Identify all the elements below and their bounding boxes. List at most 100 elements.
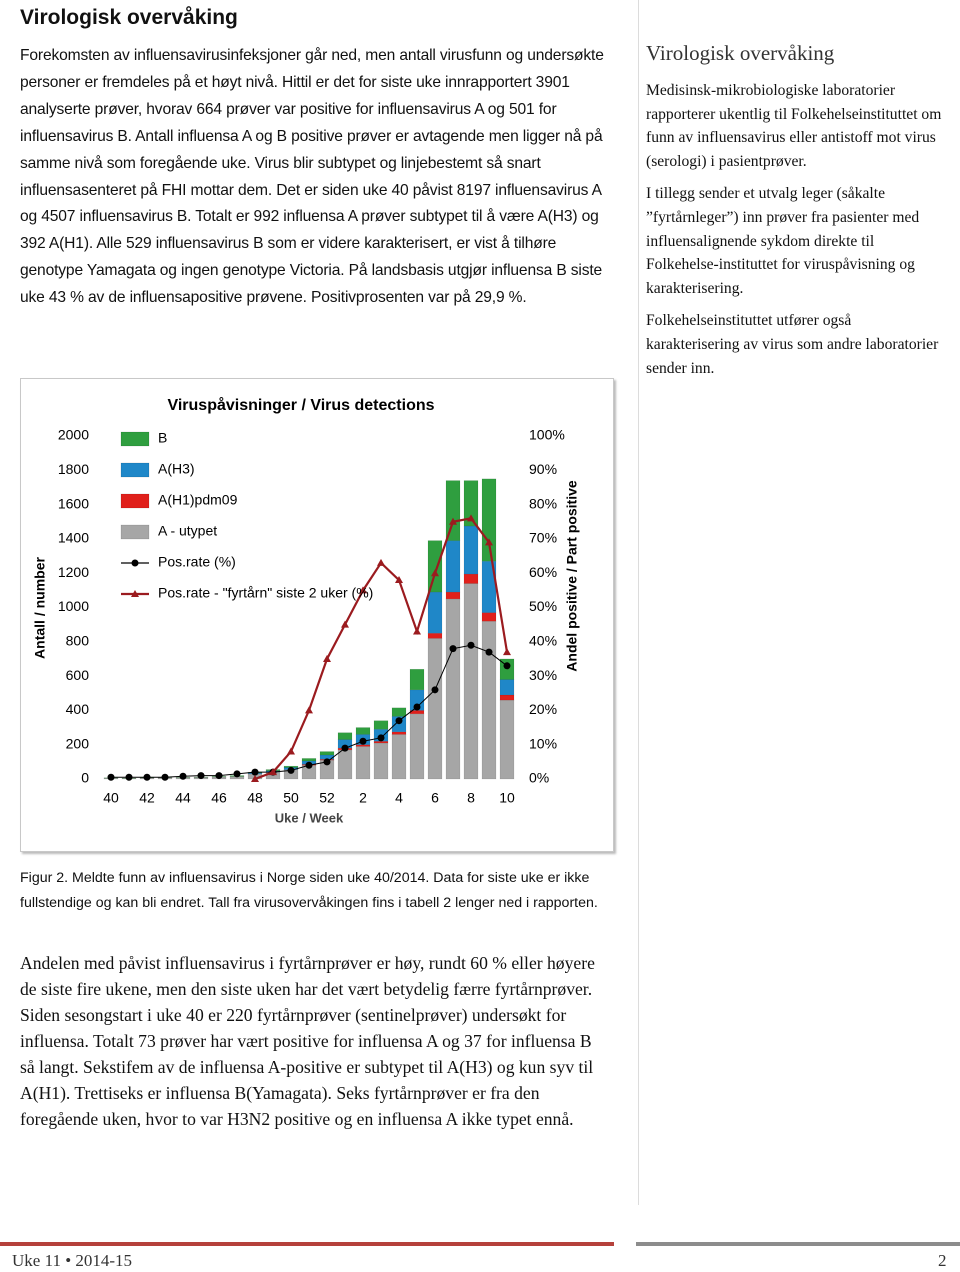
marker — [431, 569, 439, 577]
marker — [503, 648, 511, 656]
paragraph: Forekomsten av influensavirusinfeksjoner… — [20, 47, 604, 307]
bar-segment — [391, 707, 407, 717]
y2-tick-label: 40% — [529, 633, 557, 649]
bar-segment — [499, 694, 515, 701]
x-tick-label: 50 — [283, 790, 299, 806]
bar-segment — [355, 746, 371, 780]
y2-tick-label: 70% — [529, 530, 557, 546]
bar-segment — [499, 699, 515, 780]
bar-segment — [445, 598, 461, 780]
marker — [413, 703, 421, 711]
bar-segment — [445, 540, 461, 593]
marker — [305, 761, 313, 769]
marker — [431, 686, 439, 694]
bar-segment — [355, 744, 371, 747]
bar-segment — [355, 727, 371, 735]
bar-segment — [481, 478, 497, 562]
y-tick-label: 400 — [66, 701, 90, 717]
y-tick-label: 1800 — [58, 461, 89, 477]
marker — [251, 775, 259, 782]
x-tick-label: 40 — [103, 790, 119, 806]
marker — [305, 706, 313, 714]
y2-tick-label: 50% — [529, 598, 557, 614]
marker — [107, 773, 115, 781]
marker — [197, 772, 205, 780]
x-tick-label: 48 — [247, 790, 263, 806]
y2-axis-label: Andel positive / Part positive — [564, 480, 580, 672]
y2-tick-label: 10% — [529, 735, 557, 751]
divider — [638, 0, 639, 1205]
bar-segment — [463, 480, 479, 527]
y2-tick-label: 60% — [529, 564, 557, 580]
bar-segment — [373, 741, 389, 744]
sidebar-title: Virologisk overvåking — [646, 41, 835, 65]
y-tick-label: 600 — [66, 667, 90, 683]
y-tick-label: 0 — [81, 770, 89, 786]
bar-segment — [427, 540, 443, 593]
legend-swatch — [120, 462, 150, 478]
y-axis-label: Antall / number — [32, 557, 48, 659]
y-tick-label: 200 — [66, 735, 90, 751]
legend-label: Pos.rate - "fyrtårn" siste 2 uker (%) — [158, 585, 373, 601]
bar-segment — [463, 583, 479, 780]
sidebar: Medisinsk-mikrobiologiske laboratorier r… — [646, 79, 946, 389]
bar-segment — [373, 720, 389, 730]
bar-segment — [373, 742, 389, 780]
footer-rule — [636, 1242, 960, 1246]
marker — [287, 766, 295, 774]
y2-tick-label: 30% — [529, 667, 557, 683]
marker — [413, 627, 421, 635]
y-tick-label: 1400 — [58, 530, 89, 546]
bar-segment — [499, 679, 515, 696]
marker — [359, 586, 367, 594]
y-tick-label: 2000 — [58, 427, 89, 443]
sidebar-paragraph: I tillegg sender et utvalg leger (såkalt… — [646, 185, 920, 297]
x-tick-label: 6 — [431, 790, 439, 806]
marker — [485, 538, 493, 546]
marker — [359, 737, 367, 745]
marker — [251, 768, 259, 776]
y-tick-label: 1000 — [58, 598, 89, 614]
bar-segment — [301, 758, 317, 762]
bar-segment — [427, 632, 443, 639]
y2-tick-label: 20% — [529, 701, 557, 717]
x-tick-label: 10 — [499, 790, 515, 806]
bar-segment — [319, 751, 335, 756]
bar-segment — [481, 612, 497, 622]
x-axis-label: Uke / Week — [275, 810, 344, 825]
marker — [341, 620, 349, 628]
legend-swatch — [120, 431, 150, 447]
bar-segment — [337, 749, 353, 780]
marker — [377, 558, 385, 566]
marker — [485, 648, 493, 656]
y-tick-label: 1600 — [58, 495, 89, 511]
bar-segment — [445, 480, 461, 541]
x-tick-label: 8 — [467, 790, 475, 806]
y2-tick-label: 100% — [529, 427, 565, 443]
bar-segment — [337, 732, 353, 740]
marker — [233, 770, 241, 778]
legend-label: A(H1)pdm09 — [158, 492, 238, 508]
page-number: 2 — [938, 1251, 947, 1270]
x-tick-label: 4 — [395, 790, 403, 806]
bar-segment — [409, 713, 425, 780]
footer-rule — [0, 1242, 614, 1246]
bar-segment — [463, 573, 479, 584]
marker — [215, 772, 223, 780]
bar-segment — [391, 731, 407, 735]
marker — [377, 734, 385, 742]
marker — [143, 773, 151, 781]
y-tick-label: 1200 — [58, 564, 89, 580]
y2-tick-label: 80% — [529, 495, 557, 511]
heading: Virologisk overvåking — [20, 6, 238, 29]
chart-title: Viruspåvisninger / Virus detections — [167, 396, 434, 414]
x-tick-label: 44 — [175, 790, 191, 806]
bar-segment — [427, 638, 443, 780]
sidebar-paragraph: Medisinsk-mikrobiologiske laboratorier r… — [646, 82, 942, 170]
bar-segment — [481, 620, 497, 780]
x-tick-label: 46 — [211, 790, 227, 806]
y2-tick-label: 0% — [529, 770, 549, 786]
legend-label: A - utypet — [158, 523, 217, 539]
marker — [341, 744, 349, 752]
